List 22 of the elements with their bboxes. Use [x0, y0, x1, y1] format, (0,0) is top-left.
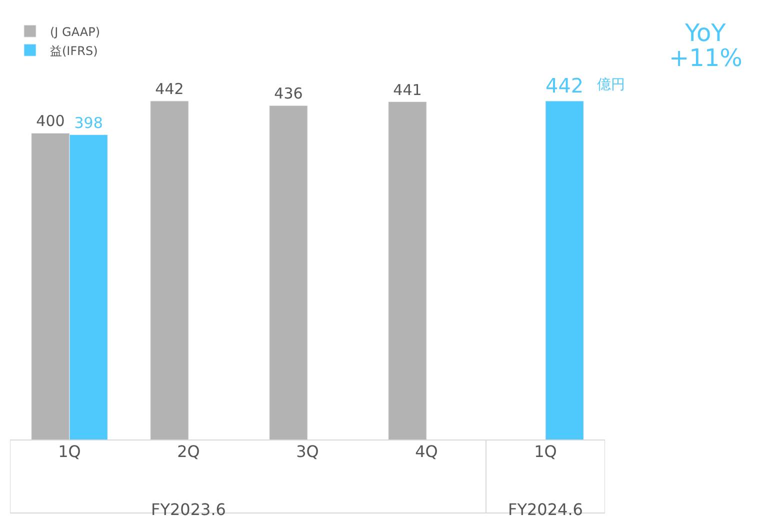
- text: YoY: [684, 19, 726, 47]
- x-tick-label: 3Q: [296, 442, 319, 461]
- x-tick-label: 1Q: [58, 442, 81, 461]
- bar: [545, 100, 584, 440]
- legend-label: 益(IFRS): [50, 44, 98, 58]
- data-label: 441: [393, 80, 422, 99]
- bar: [269, 105, 308, 440]
- data-label: 398: [74, 114, 103, 132]
- x-tick-label: 1Q: [534, 442, 557, 461]
- text: 億円: [597, 77, 625, 93]
- legend-label: (J GAAP): [50, 24, 100, 39]
- x-tick-label: 2Q: [177, 442, 200, 461]
- data-label: 436: [274, 84, 303, 103]
- x-tick-label: 4Q: [415, 442, 438, 461]
- text: FY2024.6: [508, 500, 583, 519]
- data-label: 400: [36, 112, 65, 130]
- data-label: 442: [155, 80, 184, 98]
- text: +11%: [669, 44, 742, 72]
- text: FY2023.6: [151, 500, 226, 519]
- bar: [150, 100, 189, 440]
- bar: [388, 102, 427, 440]
- data-label: 442: [546, 74, 584, 98]
